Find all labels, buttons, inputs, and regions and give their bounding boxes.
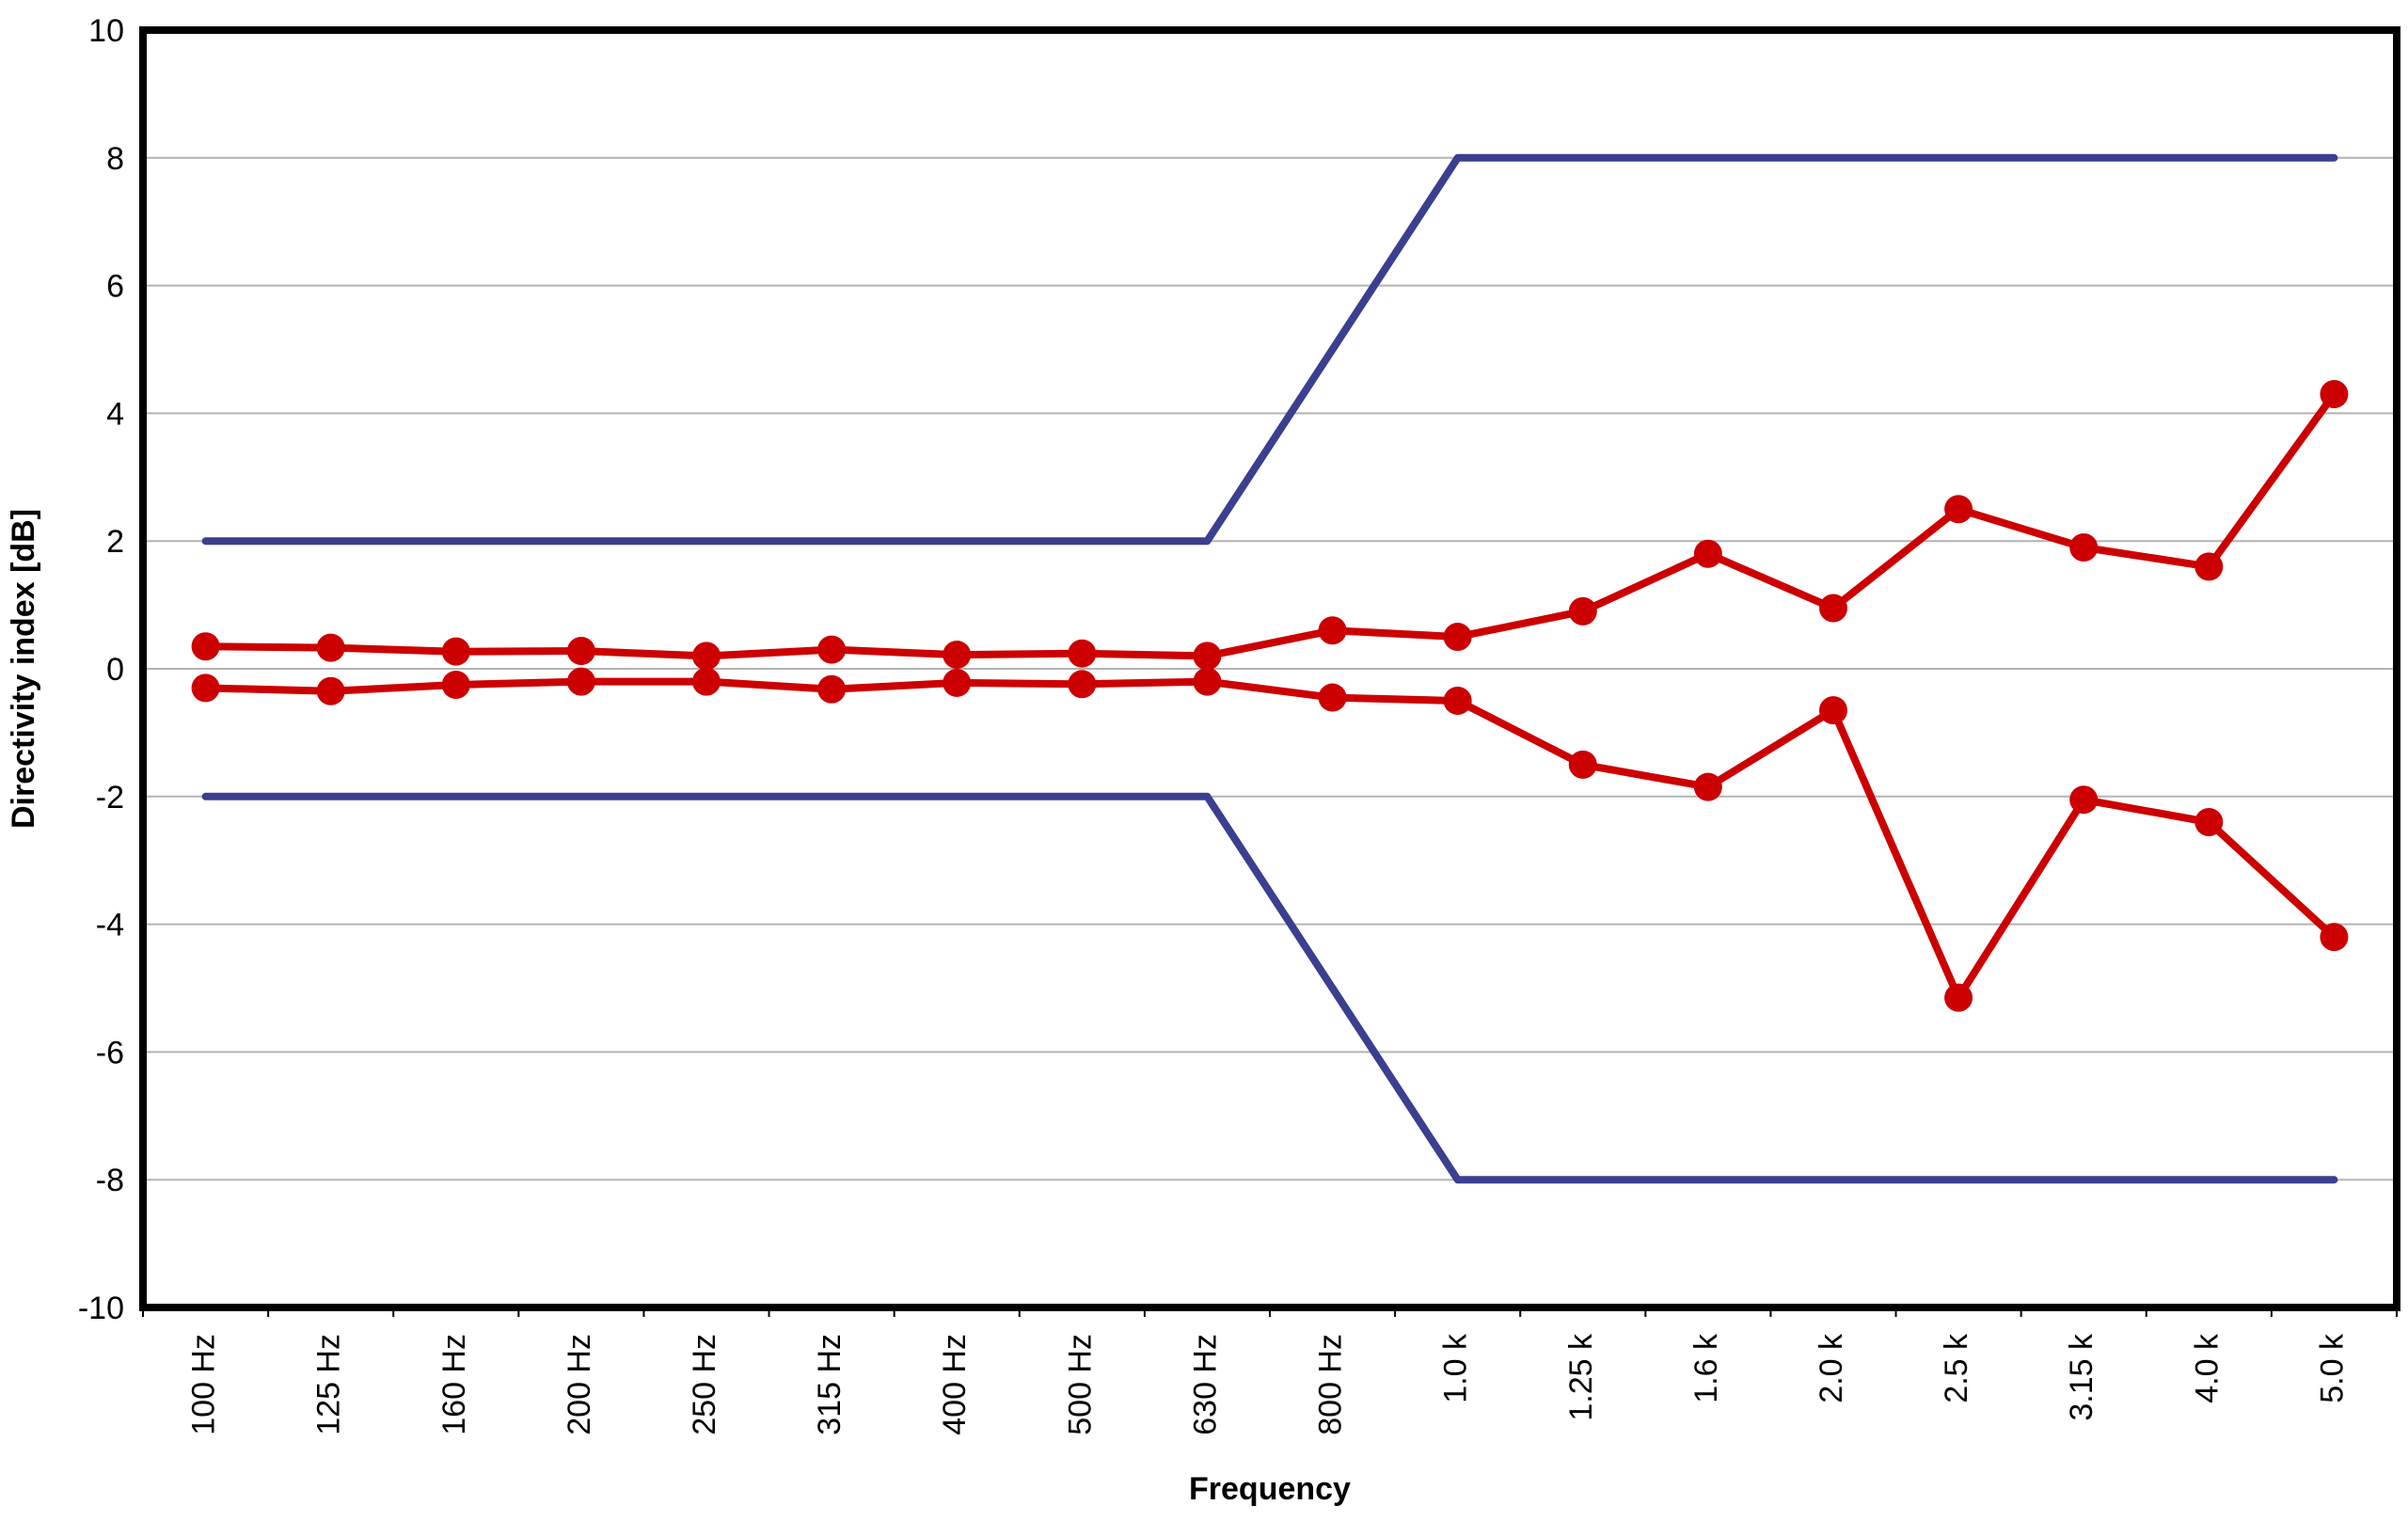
series-line-lower-limit	[201, 792, 2338, 1184]
x-tick-label: 100 Hz	[186, 1334, 222, 1435]
x-tick-label: 400 Hz	[937, 1334, 973, 1435]
y-tick-label: 4	[106, 396, 124, 432]
data-point-measured-lower	[943, 668, 972, 697]
x-tick-label: 1.25 k	[1563, 1333, 1599, 1421]
series-layer	[191, 153, 2349, 1184]
x-tick-label: 4.0 k	[2189, 1333, 2225, 1403]
x-tick-label: 160 Hz	[436, 1334, 472, 1435]
data-point-measured-lower	[817, 674, 847, 704]
data-point-measured-upper	[1193, 642, 1222, 671]
data-point-measured-lower	[191, 673, 220, 703]
series-measured-upper	[191, 380, 2349, 671]
x-tick-label: 800 Hz	[1313, 1334, 1349, 1435]
x-tick-label: 1.0 k	[1438, 1333, 1474, 1403]
x-tick-label: 315 Hz	[812, 1334, 848, 1435]
x-tick-label: 1.6 k	[1688, 1333, 1724, 1403]
data-point-measured-lower	[1568, 750, 1597, 779]
data-point-measured-lower	[1944, 983, 1973, 1012]
y-tick-label: -2	[96, 780, 124, 816]
series-upper-limit	[201, 153, 2338, 546]
series-line-measured-upper	[201, 390, 2338, 660]
data-point-measured-upper	[1443, 623, 1472, 652]
y-axis: 10 8 6 4 2 0 -2 -4 -6 -8 -10	[78, 13, 124, 1326]
data-point-measured-upper	[2069, 532, 2099, 562]
x-tick-label: 2.5 k	[1939, 1333, 1974, 1403]
series-measured-lower	[191, 667, 2349, 1012]
x-axis: 100 Hz 125 Hz 160 Hz 200 Hz 250 Hz 315 Hz 400 …	[142, 1307, 2398, 1435]
x-tick-label: 200 Hz	[562, 1334, 597, 1435]
y-tick-label: 0	[106, 652, 124, 688]
data-point-measured-upper	[1693, 539, 1722, 568]
data-point-measured-lower	[692, 667, 721, 696]
data-point-measured-upper	[1944, 495, 1973, 524]
data-point-measured-upper	[191, 632, 220, 661]
y-tick-label: -6	[96, 1035, 124, 1070]
data-point-measured-upper	[1068, 639, 1097, 668]
data-point-measured-upper	[2194, 552, 2224, 581]
data-point-measured-lower	[2320, 923, 2349, 952]
data-point-measured-upper	[316, 633, 345, 662]
y-tick-label: -8	[96, 1163, 124, 1198]
x-tick-label: 630 Hz	[1187, 1334, 1223, 1435]
x-tick-label: 125 Hz	[311, 1334, 347, 1435]
data-point-measured-lower	[441, 670, 470, 699]
x-tick-label: 500 Hz	[1062, 1334, 1098, 1435]
data-point-measured-upper	[1568, 596, 1597, 626]
x-tick-label: 250 Hz	[687, 1334, 722, 1435]
x-tick-label: 3.15 k	[2064, 1333, 2099, 1421]
data-point-measured-upper	[566, 636, 595, 665]
y-tick-label: 10	[88, 13, 124, 49]
data-point-measured-lower	[2069, 785, 2099, 815]
data-point-measured-lower	[566, 667, 595, 696]
data-point-measured-lower	[1443, 686, 1472, 715]
data-point-measured-lower	[1318, 683, 1347, 712]
series-line-upper-limit	[201, 153, 2338, 546]
x-tick-label: 2.0 k	[1814, 1333, 1849, 1403]
data-point-measured-upper	[817, 635, 847, 664]
data-point-measured-upper	[441, 637, 470, 666]
y-tick-label: -4	[96, 908, 124, 943]
data-point-measured-lower	[1068, 670, 1097, 699]
x-tick-label: 5.0 k	[2314, 1333, 2350, 1403]
data-point-measured-lower	[1693, 772, 1722, 801]
y-tick-label: 6	[106, 269, 124, 305]
x-axis-title: Frequency	[1189, 1471, 1351, 1507]
data-point-measured-lower	[2194, 807, 2224, 836]
y-tick-label: -10	[78, 1291, 124, 1326]
data-point-measured-upper	[943, 641, 972, 670]
y-axis-title: Directivity index [dB]	[6, 509, 41, 829]
data-point-measured-lower	[1193, 667, 1222, 696]
y-tick-label: 2	[106, 524, 124, 560]
data-point-measured-upper	[692, 642, 721, 671]
data-point-measured-upper	[1318, 616, 1347, 645]
data-point-measured-upper	[2320, 380, 2349, 409]
series-line-measured-lower	[201, 677, 2338, 1002]
gridlines	[143, 156, 2397, 1181]
data-point-measured-lower	[1819, 696, 1847, 725]
data-point-measured-upper	[1819, 594, 1847, 623]
series-lower-limit	[201, 792, 2338, 1184]
y-tick-label: 8	[106, 141, 124, 177]
data-point-measured-lower	[316, 676, 345, 705]
